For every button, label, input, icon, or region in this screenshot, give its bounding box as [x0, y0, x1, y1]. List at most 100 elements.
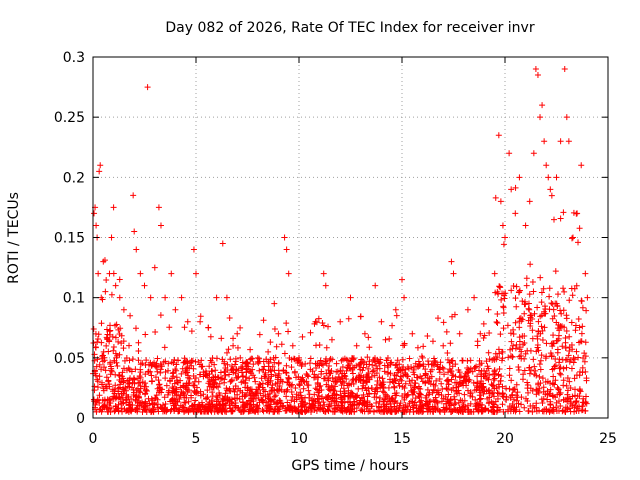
data-point [451, 401, 458, 408]
data-point [94, 338, 101, 345]
data-point [376, 395, 383, 402]
data-point [195, 358, 202, 365]
data-point [510, 396, 517, 403]
data-point [228, 367, 235, 374]
data-point [101, 397, 108, 404]
data-point [106, 338, 113, 345]
data-point [571, 392, 578, 399]
data-point [556, 356, 563, 363]
data-point [492, 289, 499, 296]
data-point [188, 328, 195, 335]
data-point [402, 401, 409, 408]
data-point [534, 304, 541, 311]
data-point [385, 364, 392, 371]
data-point [353, 342, 360, 349]
data-point [422, 380, 429, 387]
data-point [341, 372, 348, 379]
data-point [325, 366, 332, 373]
data-point [555, 321, 562, 328]
data-point [364, 371, 371, 378]
data-point [221, 406, 228, 413]
data-point [533, 391, 540, 398]
data-point [402, 380, 409, 387]
data-point [306, 400, 313, 407]
data-point [297, 389, 304, 396]
data-point [460, 379, 467, 386]
data-point [515, 364, 522, 371]
data-point [119, 369, 126, 376]
data-point [189, 405, 196, 412]
data-point [428, 373, 435, 380]
data-point [551, 365, 558, 372]
data-point [513, 381, 520, 388]
data-point [216, 401, 223, 408]
data-point [180, 359, 187, 366]
data-point [212, 373, 219, 380]
data-point [115, 388, 122, 395]
data-point [94, 396, 101, 403]
data-point [525, 300, 532, 307]
data-point [226, 402, 233, 409]
data-point [260, 386, 267, 393]
y-tick-labels: 0 0.05 0.1 0.15 0.2 0.25 0.3 [54, 50, 85, 427]
data-point [530, 288, 537, 295]
data-point [302, 394, 309, 401]
data-point [436, 407, 443, 414]
data-point [578, 330, 585, 337]
data-point [95, 331, 102, 338]
data-point [524, 347, 531, 354]
data-point [508, 392, 515, 399]
data-point [579, 323, 586, 330]
data-point [507, 330, 514, 337]
data-point [566, 333, 573, 340]
data-point [112, 322, 119, 329]
data-point [106, 328, 113, 335]
data-point [562, 344, 569, 351]
data-point [158, 405, 165, 412]
data-point [333, 391, 340, 398]
data-point [513, 397, 520, 404]
data-point [311, 407, 318, 414]
data-point [103, 342, 110, 349]
data-point [451, 393, 458, 400]
data-point [499, 391, 506, 398]
data-point [98, 339, 105, 346]
x-tick-label: 15 [393, 431, 411, 447]
data-point [335, 373, 342, 380]
data-point [555, 386, 562, 393]
data-point [114, 352, 121, 359]
data-point [565, 138, 572, 145]
data-point [567, 408, 574, 415]
data-point [438, 398, 445, 405]
data-point [470, 379, 477, 386]
data-point [152, 374, 159, 381]
data-point [108, 367, 115, 374]
data-point [315, 396, 322, 403]
data-point [184, 318, 191, 325]
data-point [415, 358, 422, 365]
data-point [137, 270, 144, 277]
data-point [573, 282, 580, 289]
data-point [538, 396, 545, 403]
data-point [540, 285, 547, 292]
data-point [448, 258, 455, 265]
data-point [489, 404, 496, 411]
data-point [325, 408, 332, 415]
data-point [365, 408, 372, 415]
data-point [566, 297, 573, 304]
data-point [262, 393, 269, 400]
data-point [234, 391, 241, 398]
data-point [486, 387, 493, 394]
data-point [546, 285, 553, 292]
data-point [533, 387, 540, 394]
data-point [550, 216, 557, 223]
data-point [303, 407, 310, 414]
data-point [281, 388, 288, 395]
data-point [193, 408, 200, 415]
data-point [506, 365, 513, 372]
data-point [358, 394, 365, 401]
data-point [417, 385, 424, 392]
data-point [162, 375, 169, 382]
data-point [539, 399, 546, 406]
data-point [158, 363, 165, 370]
